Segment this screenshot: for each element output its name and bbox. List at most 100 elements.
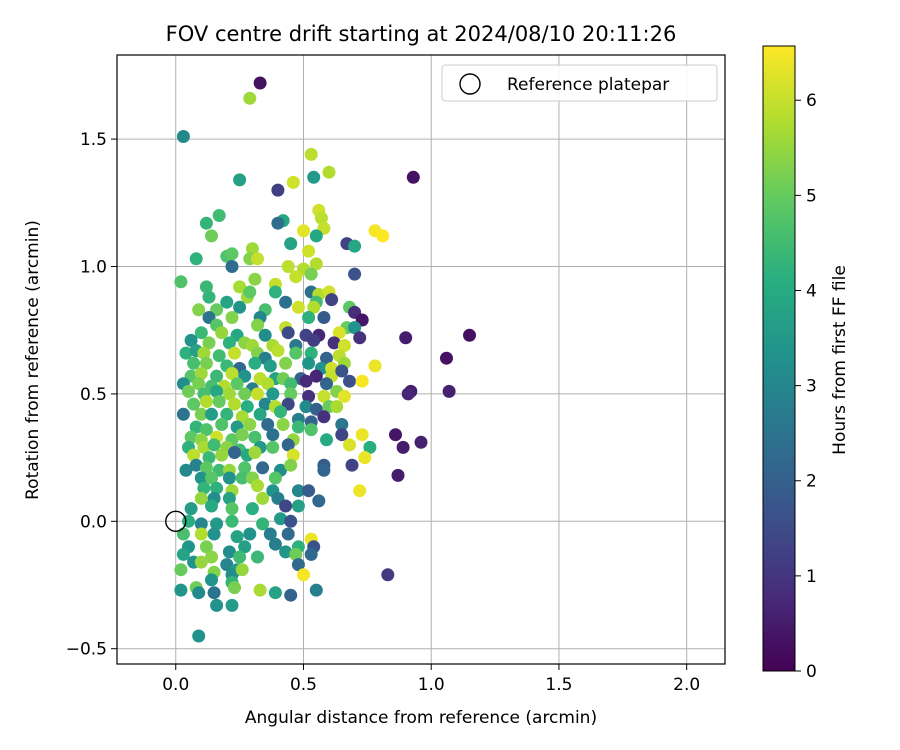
- data-point: [205, 407, 218, 421]
- data-point: [248, 272, 262, 286]
- data-point: [194, 527, 208, 541]
- data-point: [202, 290, 216, 304]
- data-point: [414, 435, 428, 449]
- data-point: [343, 374, 356, 388]
- colorbar-tick-label: 4: [806, 281, 817, 301]
- data-point: [240, 400, 254, 414]
- colorbar-gradient: [762, 45, 796, 672]
- data-point: [286, 448, 300, 462]
- data-point: [299, 400, 313, 414]
- data-point: [192, 303, 206, 317]
- data-point: [220, 558, 234, 572]
- data-point: [279, 499, 293, 513]
- data-point: [253, 407, 267, 421]
- data-point: [401, 387, 415, 401]
- data-point: [187, 356, 201, 370]
- data-point: [297, 568, 310, 582]
- data-point: [266, 428, 280, 442]
- data-point: [368, 359, 382, 373]
- data-point: [199, 356, 213, 370]
- data-point: [322, 165, 336, 179]
- chart-title: FOV centre drift starting at 2024/08/10 …: [166, 22, 677, 46]
- data-point: [243, 91, 257, 105]
- data-point: [266, 440, 280, 454]
- data-point: [202, 336, 216, 350]
- data-points: [165, 76, 476, 643]
- data-point: [353, 484, 367, 498]
- data-point: [228, 581, 241, 595]
- data-point: [263, 527, 277, 541]
- x-tick-label: 2.0: [673, 675, 700, 695]
- data-point: [184, 430, 198, 444]
- data-point: [251, 550, 264, 564]
- data-point: [284, 237, 298, 251]
- data-point: [317, 463, 331, 477]
- data-point: [317, 410, 331, 424]
- colorbar-label: Hours from first FF file: [830, 265, 850, 455]
- data-point: [253, 583, 267, 597]
- reference-point-marker: [165, 510, 187, 533]
- data-point: [337, 339, 351, 352]
- data-point: [187, 448, 201, 462]
- data-point: [205, 573, 218, 587]
- data-point: [199, 423, 213, 437]
- data-point: [304, 547, 318, 561]
- data-point: [212, 395, 226, 408]
- data-point: [317, 311, 331, 324]
- colorbar-tick-label: 5: [806, 186, 817, 206]
- data-point: [199, 280, 213, 294]
- data-point: [220, 295, 234, 309]
- y-tick-label: 0.0: [80, 512, 107, 532]
- data-point: [225, 247, 239, 261]
- data-point: [309, 257, 323, 271]
- data-point: [210, 517, 224, 531]
- data-point: [248, 430, 262, 444]
- data-point: [222, 387, 236, 401]
- data-point: [256, 461, 270, 475]
- data-point: [233, 173, 247, 187]
- data-point: [258, 397, 272, 411]
- data-point: [215, 326, 229, 340]
- data-point: [199, 216, 213, 230]
- data-point: [210, 481, 224, 495]
- data-point: [302, 484, 316, 498]
- colorbar: 0 1 2 3 4 5 6 Hours from first FF file: [762, 45, 850, 682]
- data-point: [396, 440, 410, 454]
- data-point: [289, 547, 303, 561]
- data-point: [279, 545, 293, 559]
- data-point: [202, 451, 216, 465]
- data-point: [302, 389, 316, 403]
- x-tick-label: 1.5: [545, 675, 572, 695]
- data-point: [235, 428, 249, 442]
- data-point: [248, 446, 262, 459]
- data-point: [258, 328, 272, 342]
- data-point: [261, 377, 275, 391]
- data-point: [251, 318, 264, 332]
- data-point: [176, 547, 190, 561]
- data-point: [205, 499, 218, 513]
- data-point: [225, 598, 239, 612]
- colorbar-ticks: 0 1 2 3 4 5 6: [795, 91, 817, 682]
- data-point: [335, 428, 349, 442]
- data-point: [317, 389, 331, 403]
- data-point: [268, 285, 282, 299]
- data-point: [194, 367, 208, 380]
- data-point: [335, 364, 349, 378]
- legend-box: [441, 64, 718, 102]
- data-point: [225, 502, 239, 516]
- data-point: [225, 514, 239, 528]
- data-point: [176, 527, 190, 541]
- data-point: [284, 458, 298, 472]
- y-tick-label: 0.5: [80, 385, 107, 405]
- data-point: [235, 471, 249, 485]
- y-tick-label: −0.5: [66, 640, 107, 660]
- data-point: [179, 463, 193, 477]
- legend: Reference platepar: [441, 64, 718, 102]
- data-point: [291, 499, 305, 513]
- data-point: [289, 270, 303, 284]
- data-point: [279, 295, 293, 309]
- data-point: [309, 583, 323, 597]
- data-point: [243, 527, 257, 541]
- data-point: [320, 351, 333, 365]
- data-point: [199, 461, 213, 475]
